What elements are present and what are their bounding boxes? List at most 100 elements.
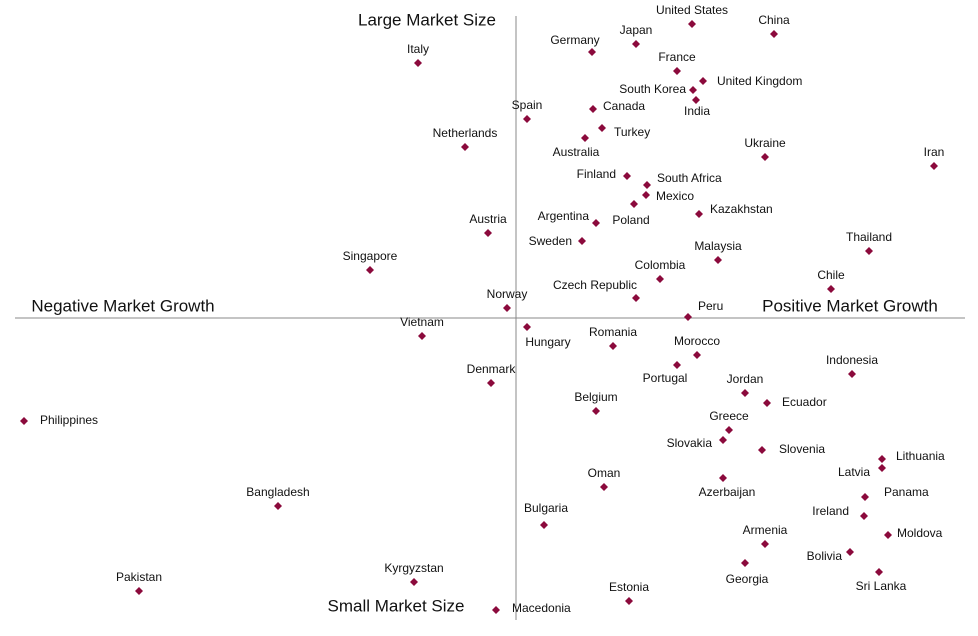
point: [714, 256, 722, 264]
point: [410, 578, 418, 586]
point-label: Belgium: [574, 390, 617, 404]
point-label: Oman: [588, 466, 621, 480]
point: [761, 540, 769, 548]
point: [503, 304, 511, 312]
point-label: Indonesia: [826, 353, 878, 367]
point-label: Moldova: [897, 526, 943, 540]
point: [695, 210, 703, 218]
point-label: Colombia: [635, 258, 686, 272]
point: [827, 285, 835, 293]
point: [878, 464, 886, 472]
point-label: Morocco: [674, 334, 720, 348]
point-label: Thailand: [846, 230, 892, 244]
point: [623, 172, 631, 180]
point: [461, 143, 469, 151]
point-label: Kyrgyzstan: [384, 561, 443, 575]
point: [699, 77, 707, 85]
point: [692, 96, 700, 104]
point: [725, 426, 733, 434]
point: [609, 342, 617, 350]
point: [763, 399, 771, 407]
point-label: Ireland: [812, 504, 849, 518]
point: [632, 294, 640, 302]
point-label: France: [658, 50, 696, 64]
point: [741, 559, 749, 567]
axis-annotation: Small Market Size: [328, 596, 465, 615]
point-label: Georgia: [726, 572, 769, 586]
point: [592, 219, 600, 227]
point: [625, 597, 633, 605]
point: [878, 455, 886, 463]
point-label: Bangladesh: [246, 485, 309, 499]
point: [884, 531, 892, 539]
point-label: South Africa: [657, 171, 722, 185]
point-label: Sri Lanka: [856, 579, 907, 593]
point-label: Hungary: [525, 335, 570, 349]
point: [684, 313, 692, 321]
point-label: Mexico: [656, 189, 694, 203]
point: [578, 237, 586, 245]
point-label: Kazakhstan: [710, 202, 773, 216]
point-label: Ukraine: [744, 136, 786, 150]
point-label: Latvia: [838, 465, 870, 479]
point-label: United States: [656, 3, 728, 17]
axis-annotation: Positive Market Growth: [762, 296, 938, 315]
point-label: Slovenia: [779, 442, 825, 456]
point: [643, 181, 651, 189]
point-label: Italy: [407, 42, 429, 56]
point: [673, 67, 681, 75]
point: [487, 379, 495, 387]
point: [492, 606, 500, 614]
point: [274, 502, 282, 510]
point: [366, 266, 374, 274]
point-label: Philippines: [40, 413, 98, 427]
point-label: Portugal: [643, 371, 688, 385]
point-label: Azerbaijan: [699, 485, 756, 499]
point: [588, 48, 596, 56]
point: [846, 548, 854, 556]
point-label: Poland: [612, 213, 649, 227]
point: [632, 40, 640, 48]
point: [861, 493, 869, 501]
point-label: Vietnam: [400, 315, 444, 329]
point: [135, 587, 143, 595]
axis-annotation: Negative Market Growth: [31, 296, 214, 315]
point: [930, 162, 938, 170]
point: [875, 568, 883, 576]
point-label: Macedonia: [512, 601, 571, 615]
point-label: South Korea: [619, 82, 686, 96]
point: [540, 521, 548, 529]
point-label: Panama: [884, 485, 929, 499]
point-label: Jordan: [727, 372, 764, 386]
point-label: Spain: [512, 98, 543, 112]
point-label: Bulgaria: [524, 501, 568, 515]
point-label: Estonia: [609, 580, 649, 594]
point: [758, 446, 766, 454]
point: [642, 191, 650, 199]
point-label: Australia: [553, 145, 600, 159]
point: [414, 59, 422, 67]
point-label: Pakistan: [116, 570, 162, 584]
point-label: Austria: [469, 212, 507, 226]
point-label: Slovakia: [667, 436, 713, 450]
point-label: Malaysia: [694, 239, 742, 253]
point: [484, 229, 492, 237]
point: [719, 436, 727, 444]
point: [761, 153, 769, 161]
point: [860, 512, 868, 520]
point-label: India: [684, 104, 710, 118]
point: [592, 407, 600, 415]
point: [770, 30, 778, 38]
axis-annotation: Large Market Size: [358, 10, 496, 29]
point: [656, 275, 664, 283]
point: [523, 115, 531, 123]
point-label: Iran: [924, 145, 945, 159]
point: [589, 105, 597, 113]
point-label: Japan: [620, 23, 653, 37]
point: [865, 247, 873, 255]
point-label: Bolivia: [807, 549, 843, 563]
point-label: Sweden: [529, 234, 572, 248]
point-label: United Kingdom: [717, 74, 802, 88]
point-label: Argentina: [538, 209, 590, 223]
